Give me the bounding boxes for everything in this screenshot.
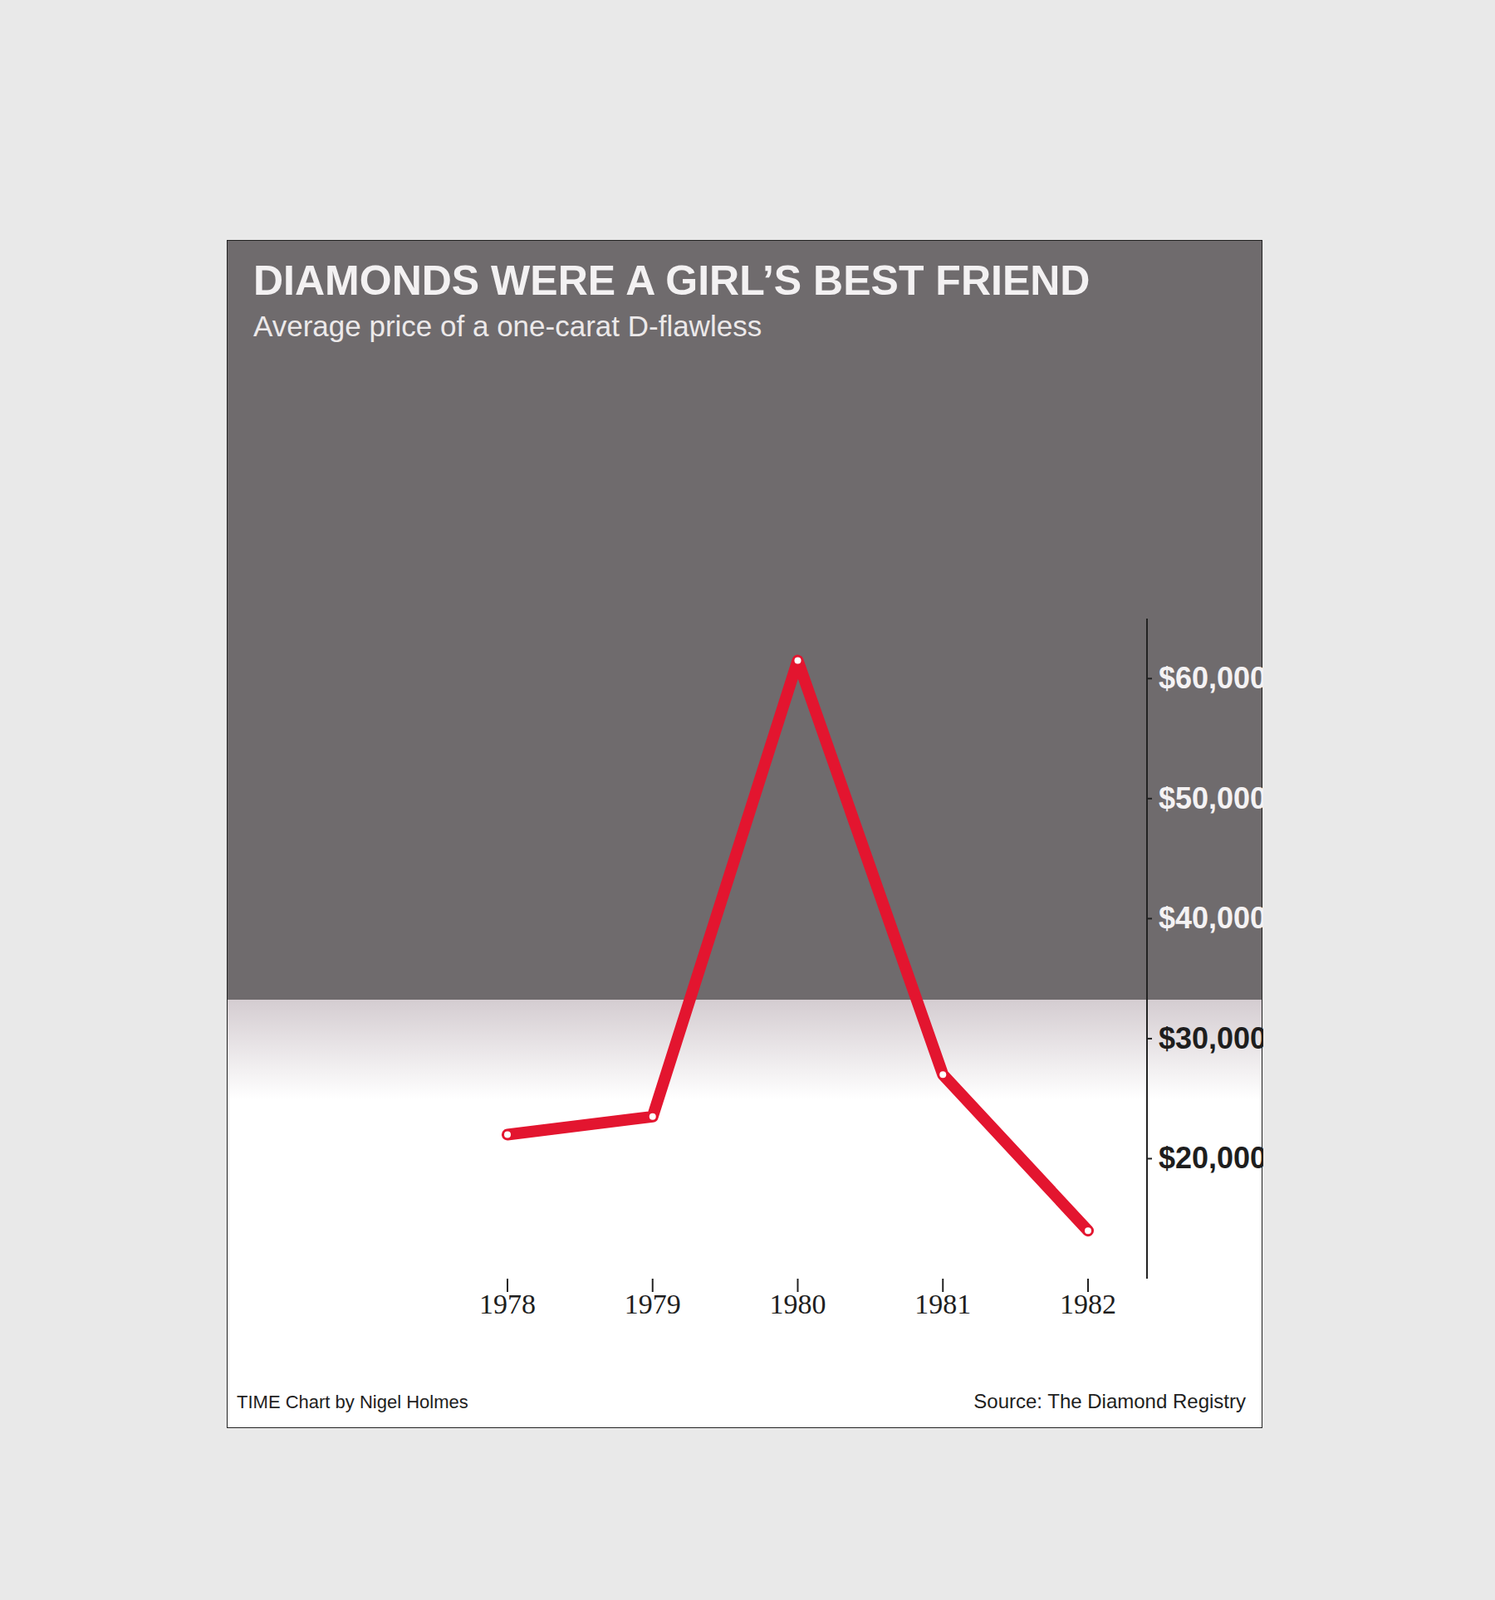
svg-text:1982: 1982 xyxy=(1059,1289,1117,1320)
svg-text:1978: 1978 xyxy=(479,1289,536,1320)
svg-text:$30,000: $30,000 xyxy=(1158,1021,1264,1056)
svg-text:1980: 1980 xyxy=(769,1289,827,1320)
html-text:TIME Chart by Nigel Holmes: TIME Chart by Nigel Holmes xyxy=(236,1392,469,1413)
html-text:Source: The Diamond Registry: Source: The Diamond Registry xyxy=(973,1390,1246,1413)
svg-text:1979: 1979 xyxy=(624,1289,682,1320)
svg-text:$40,000: $40,000 xyxy=(1158,901,1264,936)
svg-text:$60,000: $60,000 xyxy=(1158,661,1264,696)
html-text:Average price of a one-carat D: Average price of a one-carat D-flawless xyxy=(253,309,762,343)
svg-text:1981: 1981 xyxy=(914,1289,971,1320)
html-text:DIAMONDS WERE A GIRL’S BEST FR: DIAMONDS WERE A GIRL’S BEST FRIEND xyxy=(253,257,1091,304)
svg-text:$50,000: $50,000 xyxy=(1158,781,1264,816)
svg-text:$20,000: $20,000 xyxy=(1158,1141,1264,1176)
